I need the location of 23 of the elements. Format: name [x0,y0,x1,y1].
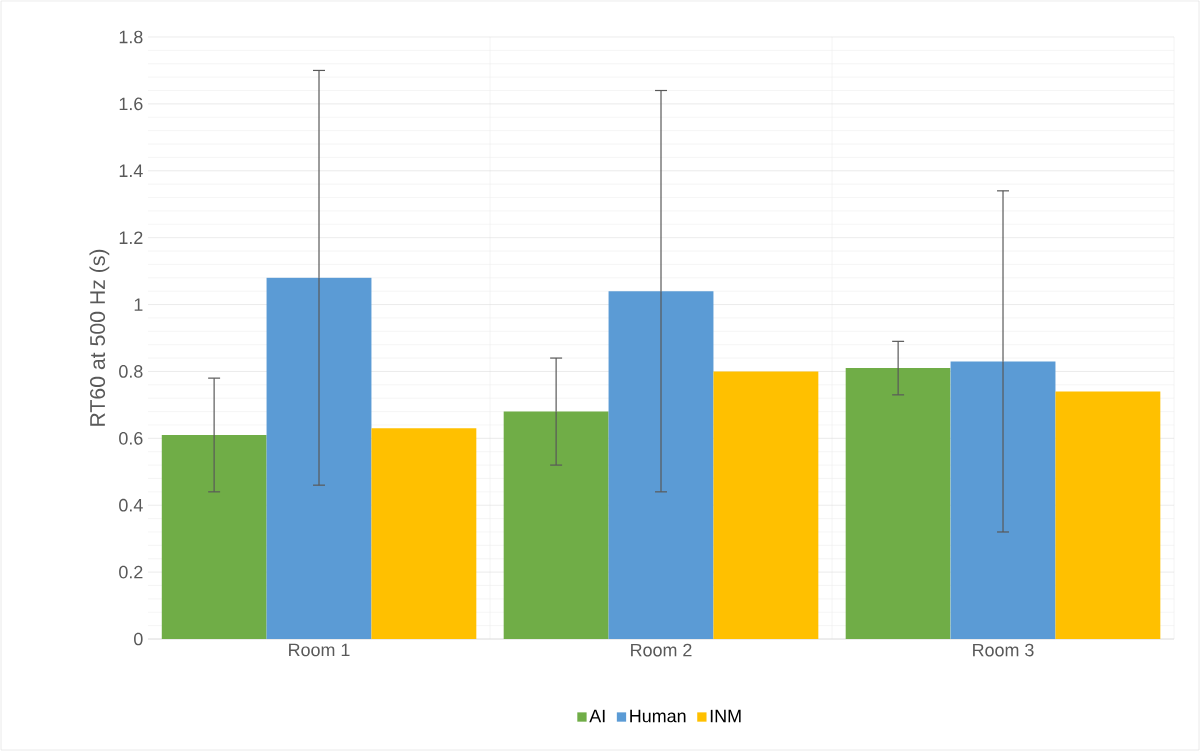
legend-label: AI [589,709,605,723]
legend-label: Human [630,709,686,723]
y-tick-label: 1 [134,298,143,311]
x-tick-label: Room 2 [631,643,692,657]
legend-label: INM [710,709,741,723]
bar [1055,391,1161,639]
y-tick-label: 1.8 [119,30,143,44]
bar [845,368,951,639]
bar [161,434,267,639]
y-axis-title: RT60 at 500 Hz (s) [89,249,110,426]
x-tick-label: Room 3 [973,643,1034,657]
x-tick-label: Room 1 [289,643,350,657]
bar [371,428,477,639]
y-tick-label: 1.6 [119,97,143,111]
y-tick-label: 0.8 [119,365,143,378]
y-tick-label: 0.4 [119,498,143,512]
y-tick-label: 0 [134,632,143,646]
y-tick-label: 0.2 [119,565,143,579]
y-tick-label: 1.2 [119,231,143,244]
y-tick-label: 1.4 [119,164,143,177]
y-tick-label: 0.6 [119,431,143,445]
bar [713,371,819,639]
bar [503,411,609,639]
